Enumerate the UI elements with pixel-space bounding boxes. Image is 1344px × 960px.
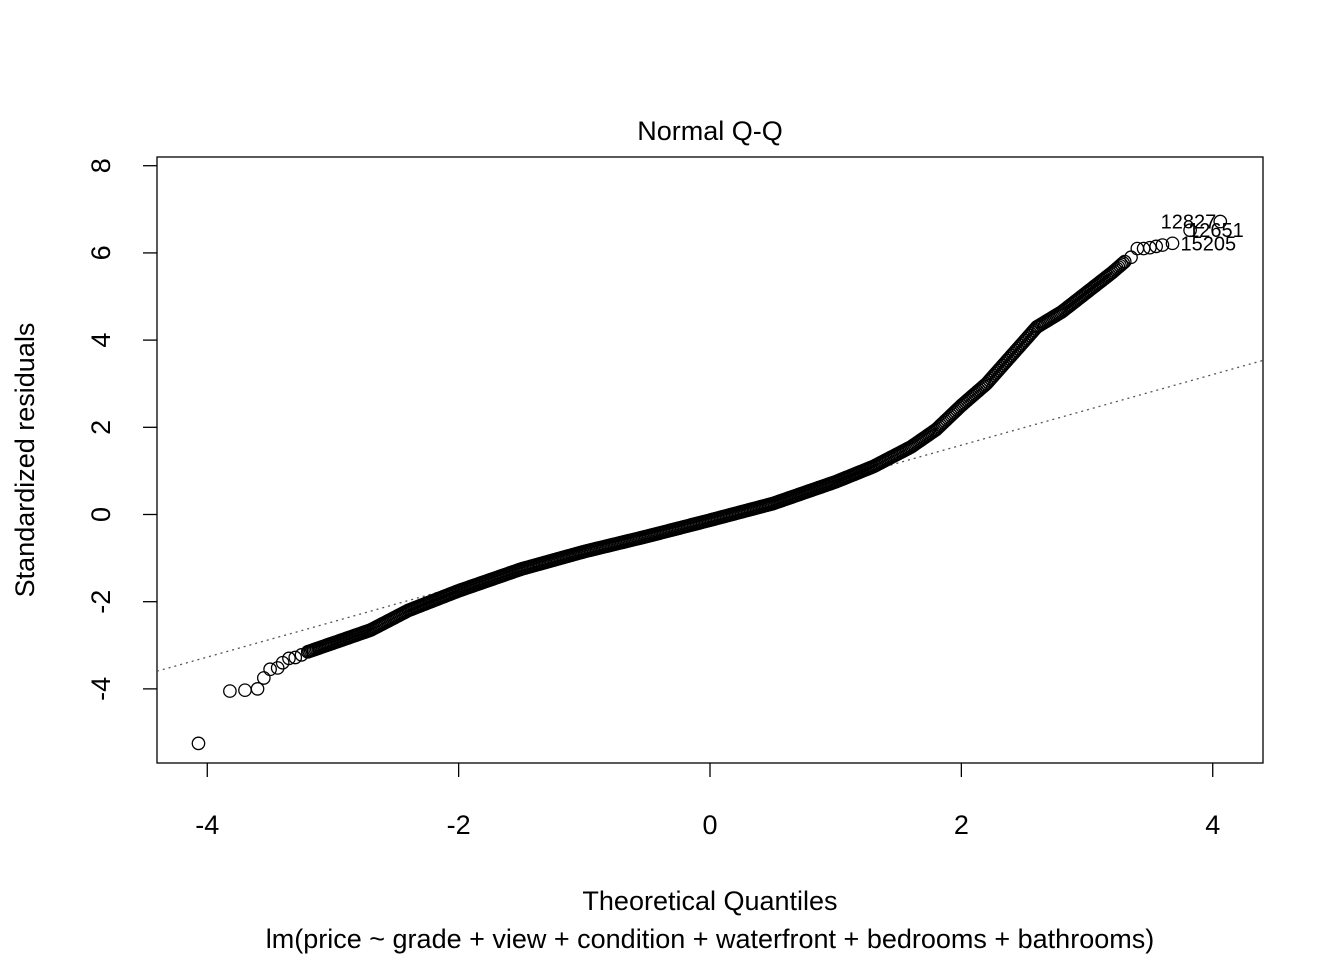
data-point <box>250 682 265 696</box>
y-tick-label: -4 <box>86 677 116 701</box>
y-tick-label: 6 <box>86 245 116 260</box>
x-tick-label: -2 <box>447 810 471 840</box>
data-point <box>191 736 206 751</box>
data-point <box>282 651 296 666</box>
data-point <box>263 662 277 677</box>
point-label: 15205 <box>1181 233 1237 255</box>
x-tick-label: 2 <box>954 810 969 840</box>
data-point <box>1143 240 1157 255</box>
data-point <box>238 683 252 698</box>
data-point <box>223 684 237 698</box>
x-tick-label: -4 <box>195 810 219 840</box>
data-point <box>256 671 271 685</box>
y-tick-label: -2 <box>86 590 116 614</box>
data-point <box>270 661 285 675</box>
data-point <box>1165 236 1180 251</box>
point-label: 12651 <box>1188 220 1244 242</box>
y-tick-label: 0 <box>86 507 116 522</box>
x-tick-label: 0 <box>702 810 717 840</box>
plot-frame <box>156 156 1264 764</box>
x-axis: -4 -2 0 2 4 <box>195 763 1220 840</box>
y-tick-label: 8 <box>86 158 116 173</box>
data-point <box>300 644 315 659</box>
data-point <box>1155 238 1170 252</box>
x-axis-title: Theoretical Quantiles <box>582 886 837 916</box>
data-point <box>1183 223 1197 238</box>
x-tick-label: 4 <box>1205 810 1220 840</box>
chart-subtitle: lm(price ~ grade + view + condition + wa… <box>266 924 1154 954</box>
y-tick-label: 4 <box>86 333 116 348</box>
data-points <box>191 214 1228 751</box>
data-point <box>1213 214 1228 229</box>
y-axis: -4 -2 0 2 4 6 8 <box>86 158 157 701</box>
point-label: 12827 <box>1161 212 1217 234</box>
y-axis-title: Standardized residuals <box>10 323 40 598</box>
data-point <box>1113 258 1127 273</box>
data-point <box>1149 239 1164 254</box>
data-point <box>294 648 309 662</box>
y-tick-label: 2 <box>86 420 116 435</box>
data-point <box>288 650 303 665</box>
data-point <box>1114 257 1129 272</box>
chart-title: Normal Q-Q <box>637 116 783 146</box>
